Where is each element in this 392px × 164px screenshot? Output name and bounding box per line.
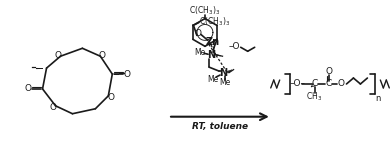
Text: O: O — [124, 70, 131, 79]
Text: C(CH$_3$)$_3$: C(CH$_3$)$_3$ — [189, 4, 221, 17]
Text: C(CH$_3$)$_3$: C(CH$_3$)$_3$ — [199, 15, 230, 28]
Text: O: O — [194, 29, 201, 38]
Text: O: O — [325, 67, 332, 76]
Text: CH$_3$: CH$_3$ — [307, 91, 323, 103]
Text: O: O — [108, 93, 115, 102]
Text: Zn: Zn — [206, 37, 220, 47]
Text: O: O — [24, 84, 31, 93]
Text: RT, toluene: RT, toluene — [192, 122, 248, 131]
Text: Me: Me — [220, 79, 230, 87]
Text: –O: –O — [229, 42, 240, 51]
Text: O: O — [338, 80, 345, 89]
Text: O: O — [99, 51, 106, 60]
Text: O: O — [49, 103, 56, 112]
Text: –O–: –O– — [290, 80, 306, 89]
Text: Me: Me — [207, 74, 219, 83]
Text: n: n — [376, 94, 381, 103]
Text: Me: Me — [194, 48, 206, 57]
Text: N: N — [207, 50, 215, 60]
Text: C: C — [312, 80, 318, 89]
Text: O: O — [55, 51, 62, 60]
Text: C: C — [325, 80, 332, 89]
Text: N: N — [219, 68, 227, 78]
